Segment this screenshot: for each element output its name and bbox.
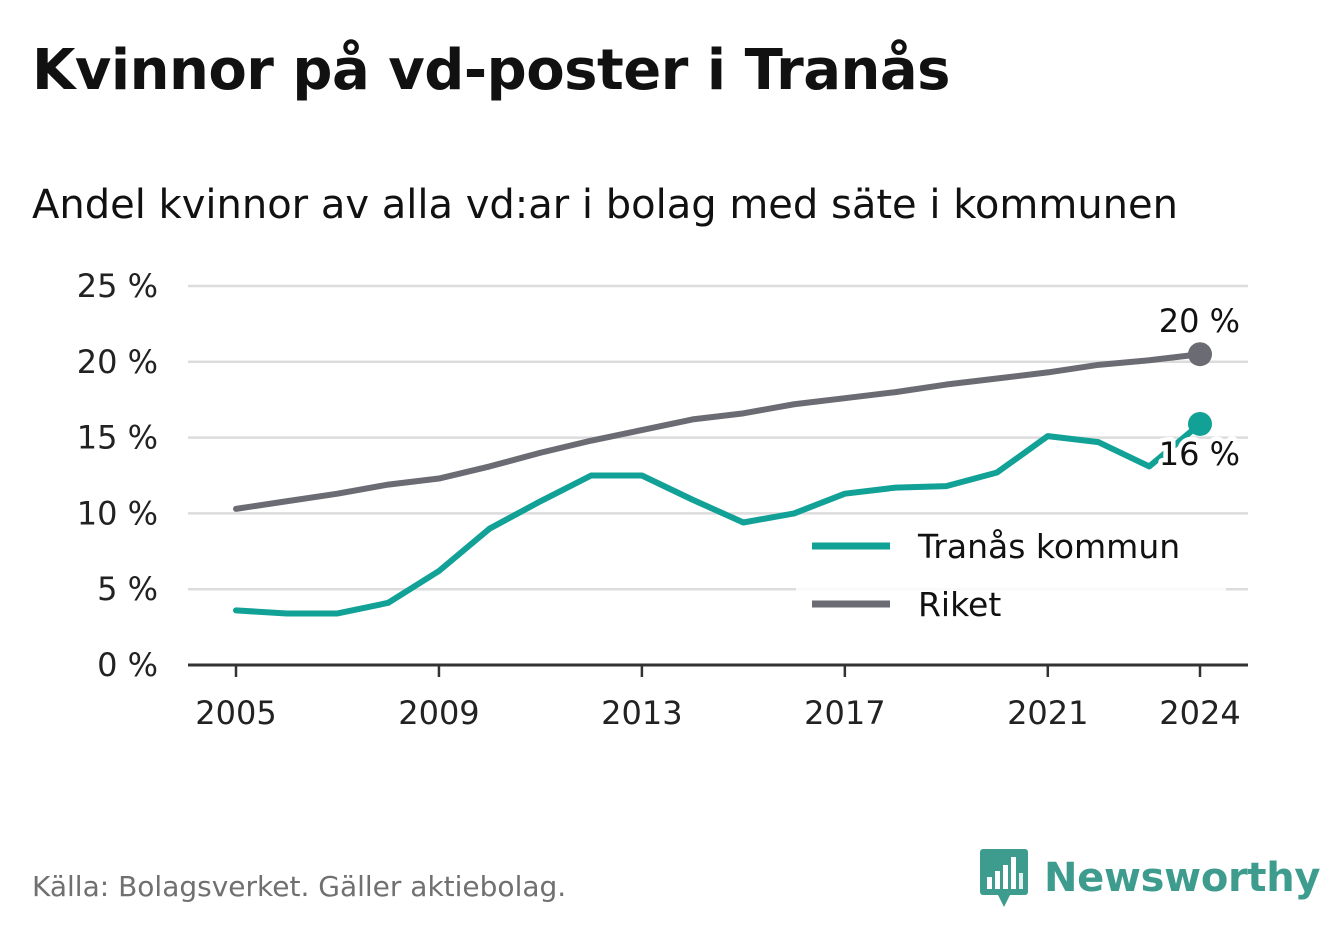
bar-chart-speech-bubble-icon — [980, 849, 1028, 907]
end-label-riket: 20 % — [1159, 302, 1240, 340]
chart-subtitle: Andel kvinnor av alla vd:ar i bolag med … — [32, 182, 1178, 228]
y-tick-label: 15 % — [77, 419, 158, 457]
series-end-point-tranas — [1188, 411, 1212, 436]
series-line-riket — [233, 351, 1203, 512]
series-lines — [233, 342, 1212, 617]
legend-label-tranas: Tranås kommun — [917, 527, 1180, 566]
y-tick-label: 20 % — [77, 343, 158, 381]
series-line-tranas — [233, 420, 1203, 617]
x-axis: 2005 2009 2013 2017 2021 2024 — [188, 663, 1248, 732]
end-labels: 16 %16 %20 %20 % — [1154, 298, 1244, 478]
y-tick-label: 10 % — [77, 494, 158, 532]
x-tick-label: 2013 — [601, 694, 682, 732]
end-label-halo-riket: 20 % — [1159, 302, 1240, 340]
legend-background — [796, 516, 1226, 636]
legend-label-riket: Riket — [918, 585, 1001, 624]
end-label-tranas: 16 % — [1159, 435, 1240, 473]
x-tick-label: 2017 — [804, 694, 885, 732]
chart-title: Kvinnor på vd-poster i Tranås — [32, 38, 951, 103]
y-tick-label: 0 % — [97, 646, 158, 684]
series-end-point-riket — [1188, 342, 1212, 367]
y-axis: 0 % 5 % 10 % 15 % 20 % 25 % — [77, 267, 158, 684]
legend: Tranås kommun Riket — [796, 516, 1226, 636]
x-tick-label: 2009 — [398, 694, 479, 732]
brand-name: Newsworthy — [1044, 855, 1321, 901]
y-tick-label: 25 % — [77, 267, 158, 305]
y-tick-label: 5 % — [97, 570, 158, 608]
brand-logo[interactable]: Newsworthy — [980, 848, 1321, 908]
end-label-halo-tranas: 16 % — [1159, 435, 1240, 473]
x-tick-label: 2024 — [1159, 694, 1240, 732]
source-note: Källa: Bolagsverket. Gäller aktiebolag. — [32, 870, 567, 903]
x-tick-label: 2021 — [1007, 694, 1088, 732]
x-tick-label: 2005 — [195, 694, 276, 732]
